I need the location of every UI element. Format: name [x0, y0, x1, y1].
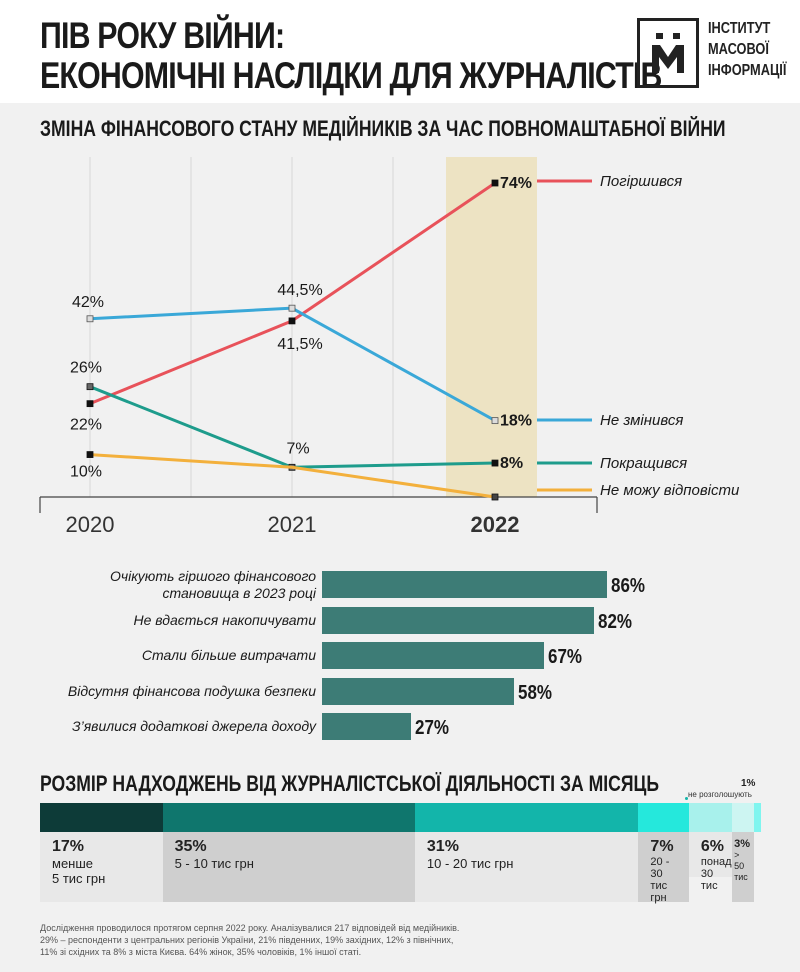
logo-line1: ІНСТИТУТ	[708, 20, 771, 37]
legend-label: Не можу відповісти	[600, 482, 740, 499]
income-pct: 1%	[741, 778, 756, 789]
data-point	[288, 304, 296, 312]
income-range: 10 - 20 тис грн	[426, 856, 514, 871]
legend-label: Покращився	[600, 455, 687, 472]
data-label: 10%	[70, 464, 102, 481]
income-segment-label: 35% 5 - 10 тис грн	[162, 832, 415, 902]
income-range: тис	[734, 872, 748, 882]
income-segment	[40, 803, 163, 832]
income-range: не розголошують	[688, 790, 752, 799]
line-chart: 2020 2021 2022 22% 41,5% 74% Погіршився 42% 44,5…	[39, 157, 740, 537]
bar-category-label: Відсутня фінансова подушка безпеки	[67, 683, 316, 699]
income-segment	[753, 803, 761, 832]
data-label: 44,5%	[277, 282, 322, 299]
income-pct: 3%	[734, 838, 751, 850]
logo-mark	[637, 18, 699, 88]
data-point	[288, 317, 296, 325]
income-range: >	[734, 850, 740, 860]
data-point	[491, 493, 499, 501]
income-segment-label: 6% понад 30 тис	[688, 832, 733, 892]
data-label: 42%	[72, 294, 104, 311]
bar-value-label: 82%	[597, 611, 632, 633]
bar	[322, 678, 515, 705]
income-range: 50	[734, 861, 745, 871]
income-range: 20 - 30	[650, 856, 670, 880]
bar	[322, 607, 594, 634]
income-segment	[732, 803, 754, 832]
income-pct: 7%	[650, 838, 674, 855]
data-point	[491, 179, 499, 187]
bar-value-label: 27%	[415, 717, 450, 739]
footnote-line1: Дослідження проводилося протягом серпня …	[40, 923, 460, 933]
income-range: 5 тис грн	[52, 871, 106, 886]
income-segment	[688, 803, 733, 832]
income-segment	[638, 803, 689, 832]
logo-line3: ІНФОРМАЦІЇ	[708, 62, 787, 79]
logo-m-icon	[652, 33, 684, 73]
income-segment-label: 7% 20 - 30 тис грн	[638, 832, 689, 904]
logo-text: ІНСТИТУТ МАСОВОЇ ІНФОРМАЦІЇ	[708, 18, 786, 81]
footnote: Дослідження проводилося протягом серпня …	[40, 922, 459, 958]
data-point	[86, 400, 94, 408]
bar-category-label: Стали більше витрачати	[141, 647, 316, 663]
data-point	[86, 383, 94, 391]
page-title-line1: ПІВ РОКУ ВІЙНИ:	[40, 15, 285, 56]
income-segment-label: 31% 10 - 20 тис грн	[414, 832, 639, 902]
data-point	[86, 315, 94, 323]
data-label: 26%	[70, 360, 102, 377]
bar	[322, 642, 545, 669]
data-label: 74%	[500, 175, 532, 192]
income-range: менше	[52, 856, 94, 871]
bar-value-label: 58%	[518, 682, 553, 704]
data-point	[86, 451, 94, 458]
footnote-line3: 11% зі східних та 8% з міста Києва. 64% …	[40, 947, 362, 957]
x-tick-label: 2020	[66, 512, 115, 537]
income-segment-label: 17% менше 5 тис грн	[40, 832, 163, 902]
data-label: 7%	[286, 440, 309, 457]
bar	[322, 713, 412, 740]
data-point	[491, 417, 499, 425]
data-label: 22%	[70, 417, 102, 434]
income-segment	[414, 803, 639, 832]
bar-category-label: З’явилися додаткові джерела доходу	[71, 718, 316, 734]
data-label: 8%	[500, 455, 523, 472]
income-range: 5 - 10 тис грн	[174, 856, 254, 871]
income-pct: 35%	[174, 838, 207, 855]
bar-category-label: Очікують гіршого фінансового становища в …	[109, 568, 316, 601]
income-segment-label: 3% >50 тис	[732, 832, 754, 902]
data-label: 41,5%	[277, 336, 322, 353]
income-pct: 31%	[426, 838, 459, 855]
data-point	[491, 459, 499, 467]
bar-value-label: 67%	[548, 646, 583, 668]
legend-label: Не змінився	[600, 412, 683, 429]
header: ПІВ РОКУ ВІЙНИ: ЕКОНОМІЧНІ НАСЛІДКИ ДЛЯ …	[0, 0, 800, 103]
leader-dot	[685, 797, 688, 800]
x-tick-label: 2022	[471, 512, 520, 537]
highlight-band-2022	[446, 157, 537, 497]
line-chart-title: ЗМІНА ФІНАНСОВОГО СТАНУ МЕДІЙНИКІВ ЗА ЧА…	[40, 116, 726, 141]
bar	[322, 571, 607, 598]
income-pct: 17%	[52, 838, 85, 855]
income-range: 30 тис	[700, 868, 718, 892]
logo-line2: МАСОВОЇ	[708, 41, 769, 58]
legend-label: Погіршився	[600, 173, 682, 190]
income-segment	[162, 803, 415, 832]
bar-value-label: 86%	[611, 575, 646, 597]
income-pct: 6%	[700, 838, 725, 855]
page-title-line2: ЕКОНОМІЧНІ НАСЛІДКИ ДЛЯ ЖУРНАЛІСТІВ	[40, 55, 662, 96]
income-range: понад	[700, 856, 732, 868]
bar-category-label: Не вдається накопичувати	[133, 612, 317, 628]
x-tick-label: 2021	[268, 512, 317, 537]
income-range: тис грн	[650, 880, 668, 904]
income-chart-title: РОЗМІР НАДХОДЖЕНЬ ВІД ЖУРНАЛІСТСЬКОЇ ДІЯ…	[40, 771, 660, 796]
footnote-line2: 29% – респонденти з центральних регіонів…	[40, 935, 454, 945]
series-line-3	[89, 453, 496, 499]
data-label: 18%	[500, 413, 532, 430]
